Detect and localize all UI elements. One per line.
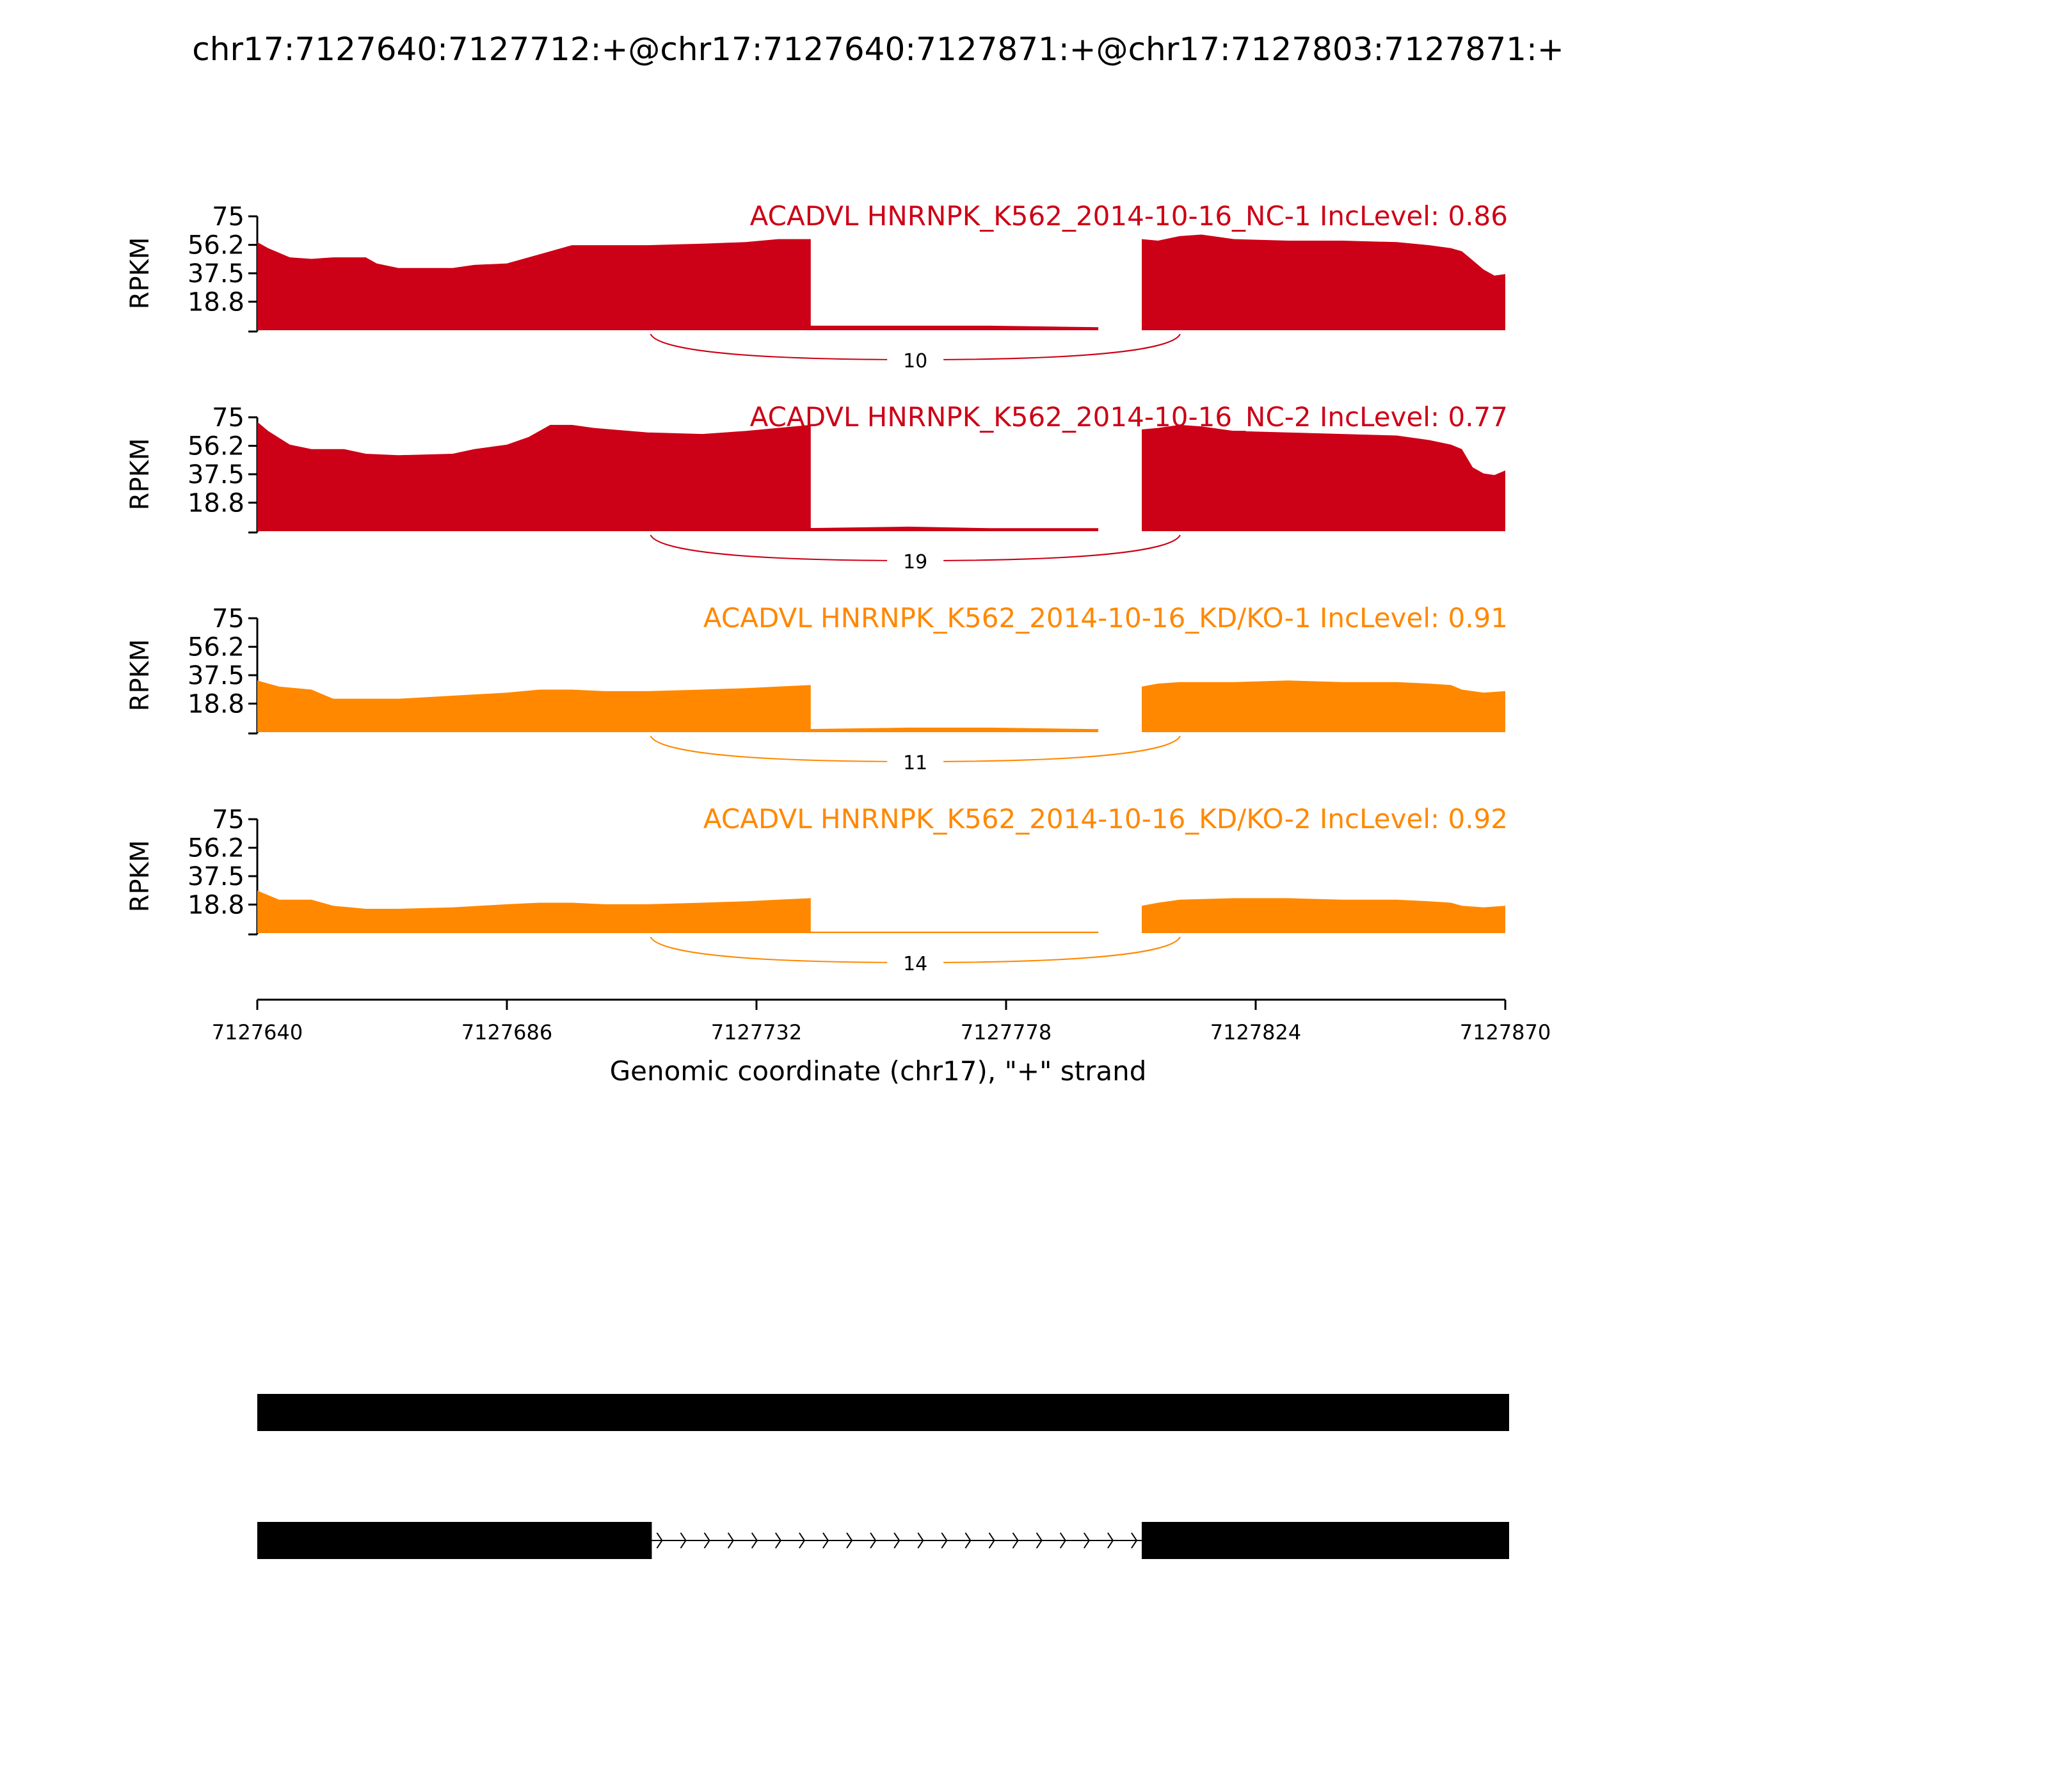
x-tick-label: 7127870 [1460,1020,1551,1044]
coverage-area-valley [729,325,1099,330]
y-tick-label: 18.8 [188,488,244,518]
strand-arrow [1131,1532,1138,1549]
coverage-area-exon1 [257,680,811,732]
y-tick-label: 75 [212,202,244,232]
isoform-models [257,1394,1509,1559]
sample-label: ACADVL HNRNPK_K562_2014-10-16_NC-1 IncLe… [750,200,1508,232]
coverage-area-exon2 [1142,898,1505,933]
junction-count-label: 19 [903,551,927,573]
x-tick-label: 7127686 [461,1020,553,1044]
strand-arrow [751,1532,758,1549]
junction-label-bg [887,951,944,975]
sample-label: ACADVL HNRNPK_K562_2014-10-16_KD/KO-1 In… [703,602,1508,634]
strand-arrow [941,1532,948,1549]
isoform-1 [257,1394,1509,1431]
y-tick-label: 18.8 [188,689,244,719]
y-axis-label: RPKM [125,237,155,310]
strand-arrow [893,1532,900,1549]
exon-block [1141,1522,1509,1559]
exon-block [257,1394,1509,1431]
strand-arrow [822,1532,829,1549]
coverage-area-valley [729,526,1099,531]
strand-arrow [1036,1532,1043,1549]
junction-label-bg [887,348,944,372]
x-tick-label: 7127640 [212,1020,303,1044]
strand-arrow [1059,1532,1066,1549]
coverage-area-exon2 [1142,680,1505,732]
junction-count-label: 11 [903,752,927,774]
y-tick-label: 75 [212,403,244,433]
x-axis: 7127640 7127686 7127732 7127778 7127824 71278… [212,998,1551,1044]
y-tick-label: 37.5 [188,862,244,892]
strand-arrow [656,1532,663,1549]
strand-arrow [870,1532,877,1549]
y-tick-label: 56.2 [188,432,244,461]
y-axis-label: RPKM [125,840,155,913]
y-tick-label: 56.2 [188,633,244,662]
strand-arrow [917,1532,924,1549]
coverage-area-exon1 [257,890,811,933]
strand-arrow [799,1532,806,1549]
y-tick-label: 37.5 [188,460,244,490]
y-tick-label: 37.5 [188,259,244,289]
x-tick-label: 7127824 [1210,1020,1302,1044]
x-axis-label: Genomic coordinate (chr17), "+" strand [610,1055,1147,1087]
strand-arrow [727,1532,734,1549]
exon-block [257,1522,652,1559]
x-tick-label: 7127732 [711,1020,803,1044]
sample-label: ACADVL HNRNPK_K562_2014-10-16_NC-2 IncLe… [750,401,1508,433]
y-tick-label: 56.2 [188,834,244,863]
isoform-2 [257,1522,1509,1559]
strand-arrow [846,1532,853,1549]
y-tick-label: 18.8 [188,287,244,317]
strand-arrow [1083,1532,1091,1549]
junction-count-label: 10 [903,350,927,372]
y-axis-label: RPKM [125,438,155,511]
chart-title: chr17:7127640:7127712:+@chr17:7127640:71… [192,31,1564,68]
coverage-area-valley [729,931,1099,933]
y-tick-label: 75 [212,604,244,634]
x-tick-label: 7127778 [961,1020,1052,1044]
strand-arrow [1012,1532,1019,1549]
sample-label: ACADVL HNRNPK_K562_2014-10-16_KD/KO-2 In… [703,803,1508,835]
y-tick-label: 37.5 [188,661,244,691]
coverage-area-exon1 [257,422,811,531]
y-tick-label: 75 [212,805,244,835]
strand-arrow [703,1532,710,1549]
coverage-area-exon1 [257,239,811,330]
coverage-area-exon2 [1142,424,1505,531]
y-tick-label: 56.2 [188,231,244,260]
strand-arrow [774,1532,782,1549]
strand-arrow [680,1532,687,1549]
y-tick-label: 18.8 [188,890,244,920]
junction-label-bg [887,549,944,573]
junction-label-bg [887,750,944,774]
strand-arrow [988,1532,995,1549]
strand-arrow [964,1532,972,1549]
coverage-area-valley [729,727,1099,732]
coverage-area-exon2 [1142,234,1505,330]
junction-count-label: 14 [903,953,927,975]
strand-arrow [1107,1532,1114,1549]
y-axis-label: RPKM [125,639,155,712]
